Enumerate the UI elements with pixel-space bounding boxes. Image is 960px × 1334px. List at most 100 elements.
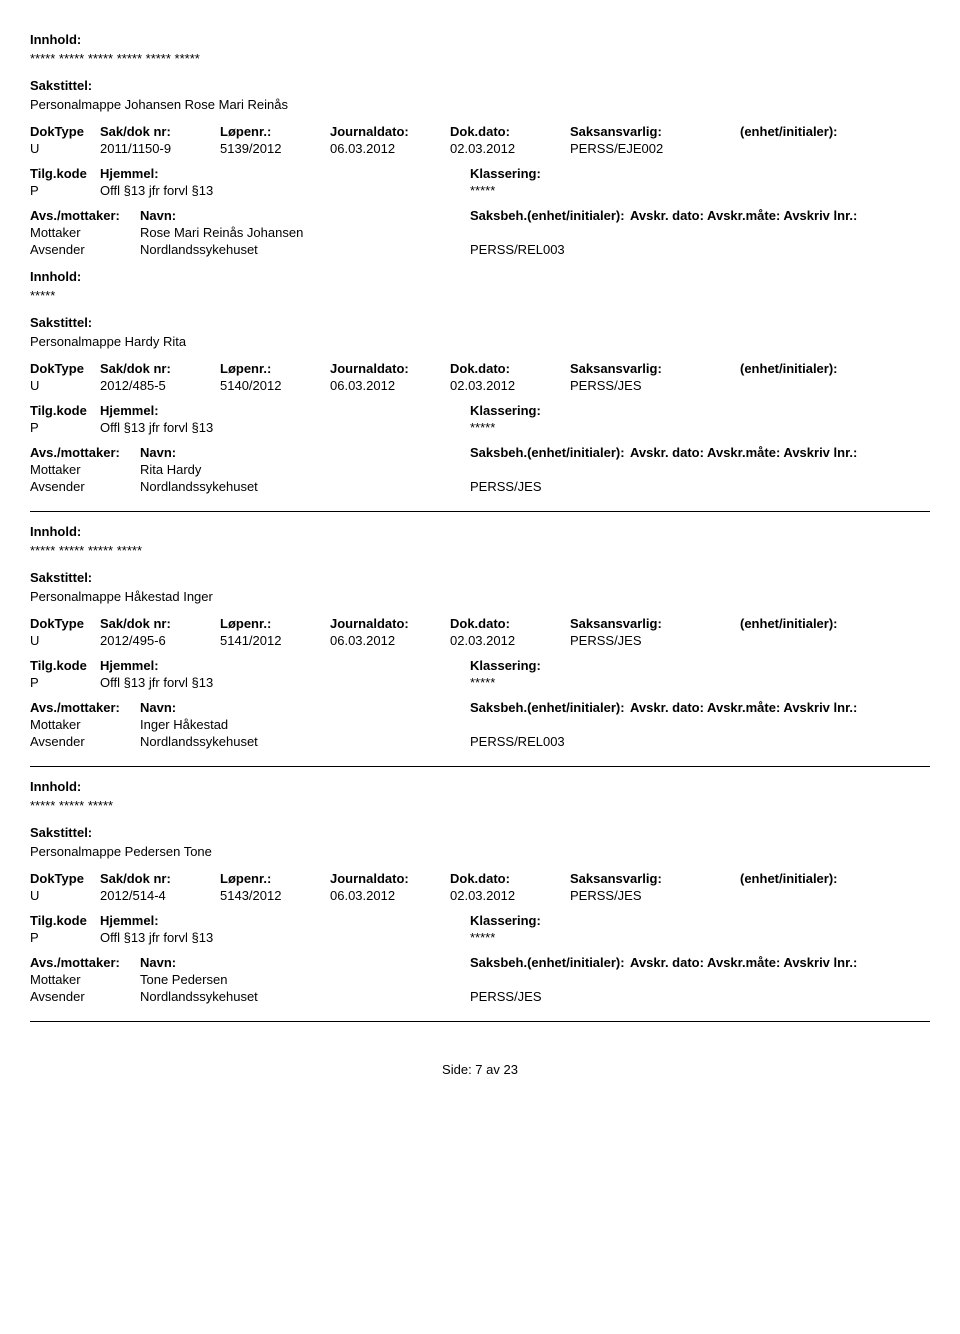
access-values-row: P Offl §13 jfr forvl §13 ***** <box>30 930 930 945</box>
sakstittel-text: Personalmappe Håkestad Inger <box>30 589 930 604</box>
party-headers-row: Avs./mottaker: Navn: Saksbeh.(enhet/init… <box>30 208 930 223</box>
saksansvarlig-value: PERSS/EJE002 <box>570 141 740 156</box>
innhold-text: ***** ***** ***** <box>30 798 930 813</box>
avskr-header: Avskr. dato: Avskr.måte: Avskriv lnr.: <box>630 208 930 223</box>
innhold-label: Innhold: <box>30 779 930 794</box>
hjemmel-header: Hjemmel: <box>100 658 470 673</box>
tilgkode-value: P <box>30 675 100 690</box>
journaldato-value: 06.03.2012 <box>330 633 450 648</box>
avsender-saksbeh: PERSS/JES <box>470 479 630 494</box>
innhold-text: ***** <box>30 288 930 303</box>
sakstittel-text: Personalmappe Pedersen Tone <box>30 844 930 859</box>
mottaker-role: Mottaker <box>30 972 140 987</box>
enhet-header: (enhet/initialer): <box>740 124 900 139</box>
journaldato-value: 06.03.2012 <box>330 378 450 393</box>
avsender-role: Avsender <box>30 734 140 749</box>
access-headers-row: Tilg.kode Hjemmel: Klassering: <box>30 658 930 673</box>
entries-container: Innhold: ***** ***** ***** ***** ***** *… <box>30 32 930 1022</box>
mottaker-name: Inger Håkestad <box>140 717 470 732</box>
mottaker-row: Mottaker Inger Håkestad <box>30 717 930 732</box>
navn-header: Navn: <box>140 955 470 970</box>
doktype-value: U <box>30 633 100 648</box>
access-values-row: P Offl §13 jfr forvl §13 ***** <box>30 675 930 690</box>
journal-entry: Innhold: ***** ***** ***** Sakstittel: P… <box>30 779 930 1022</box>
journaldato-header: Journaldato: <box>330 871 450 886</box>
access-headers-row: Tilg.kode Hjemmel: Klassering: <box>30 403 930 418</box>
journaldato-header: Journaldato: <box>330 616 450 631</box>
tilgkode-value: P <box>30 930 100 945</box>
sakstittel-label: Sakstittel: <box>30 570 930 585</box>
avsender-saksbeh: PERSS/REL003 <box>470 734 630 749</box>
journaldato-header: Journaldato: <box>330 124 450 139</box>
dokdato-header: Dok.dato: <box>450 124 570 139</box>
case-headers-row: DokType Sak/dok nr: Løpenr.: Journaldato… <box>30 616 930 631</box>
sakstittel-label: Sakstittel: <box>30 825 930 840</box>
dokdato-header: Dok.dato: <box>450 871 570 886</box>
avsender-saksbeh: PERSS/JES <box>470 989 630 1004</box>
mottaker-role: Mottaker <box>30 462 140 477</box>
doktype-value: U <box>30 141 100 156</box>
page-footer: Side: 7 av 23 <box>30 1062 930 1077</box>
hjemmel-header: Hjemmel: <box>100 913 470 928</box>
avsender-role: Avsender <box>30 479 140 494</box>
hjemmel-value: Offl §13 jfr forvl §13 <box>100 930 470 945</box>
avsender-name: Nordlandssykehuset <box>140 989 470 1004</box>
case-values-row: U 2011/1150-9 5139/2012 06.03.2012 02.03… <box>30 141 930 156</box>
saksbeh-header: Saksbeh.(enhet/initialer): <box>470 208 630 223</box>
innhold-text: ***** ***** ***** ***** ***** ***** <box>30 51 930 66</box>
mottaker-role: Mottaker <box>30 225 140 240</box>
lopenr-value: 5141/2012 <box>220 633 330 648</box>
dokdato-value: 02.03.2012 <box>450 633 570 648</box>
journal-entry: Innhold: ***** Sakstittel: Personalmappe… <box>30 269 930 512</box>
avsender-row: Avsender Nordlandssykehuset PERSS/REL003 <box>30 242 930 257</box>
lopenr-header: Løpenr.: <box>220 124 330 139</box>
lopenr-header: Løpenr.: <box>220 871 330 886</box>
innhold-text: ***** ***** ***** ***** <box>30 543 930 558</box>
case-headers-row: DokType Sak/dok nr: Løpenr.: Journaldato… <box>30 871 930 886</box>
mottaker-name: Tone Pedersen <box>140 972 470 987</box>
avsender-name: Nordlandssykehuset <box>140 734 470 749</box>
sakstittel-text: Personalmappe Hardy Rita <box>30 334 930 349</box>
mottaker-name: Rose Mari Reinås Johansen <box>140 225 470 240</box>
klassering-value: ***** <box>470 930 670 945</box>
access-headers-row: Tilg.kode Hjemmel: Klassering: <box>30 913 930 928</box>
dokdato-header: Dok.dato: <box>450 361 570 376</box>
saksbeh-header: Saksbeh.(enhet/initialer): <box>470 445 630 460</box>
sakdok-value: 2012/485-5 <box>100 378 220 393</box>
journal-entry: Innhold: ***** ***** ***** ***** Sakstit… <box>30 524 930 767</box>
dokdato-value: 02.03.2012 <box>450 888 570 903</box>
avsender-name: Nordlandssykehuset <box>140 242 470 257</box>
mottaker-role: Mottaker <box>30 717 140 732</box>
doktype-header: DokType <box>30 361 100 376</box>
mottaker-row: Mottaker Tone Pedersen <box>30 972 930 987</box>
doktype-header: DokType <box>30 871 100 886</box>
case-headers-row: DokType Sak/dok nr: Løpenr.: Journaldato… <box>30 124 930 139</box>
dokdato-value: 02.03.2012 <box>450 378 570 393</box>
case-values-row: U 2012/485-5 5140/2012 06.03.2012 02.03.… <box>30 378 930 393</box>
hjemmel-header: Hjemmel: <box>100 403 470 418</box>
case-values-row: U 2012/514-4 5143/2012 06.03.2012 02.03.… <box>30 888 930 903</box>
avsender-row: Avsender Nordlandssykehuset PERSS/REL003 <box>30 734 930 749</box>
saksansvarlig-header: Saksansvarlig: <box>570 871 740 886</box>
tilgkode-value: P <box>30 183 100 198</box>
sakdok-header: Sak/dok nr: <box>100 124 220 139</box>
journaldato-header: Journaldato: <box>330 361 450 376</box>
party-headers-row: Avs./mottaker: Navn: Saksbeh.(enhet/init… <box>30 445 930 460</box>
avsender-role: Avsender <box>30 242 140 257</box>
case-headers-row: DokType Sak/dok nr: Løpenr.: Journaldato… <box>30 361 930 376</box>
doktype-value: U <box>30 888 100 903</box>
avsmottaker-header: Avs./mottaker: <box>30 445 140 460</box>
enhet-header: (enhet/initialer): <box>740 871 900 886</box>
klassering-value: ***** <box>470 420 670 435</box>
doktype-header: DokType <box>30 616 100 631</box>
mottaker-row: Mottaker Rose Mari Reinås Johansen <box>30 225 930 240</box>
innhold-label: Innhold: <box>30 269 930 284</box>
sakstittel-label: Sakstittel: <box>30 315 930 330</box>
saksansvarlig-value: PERSS/JES <box>570 633 740 648</box>
lopenr-header: Løpenr.: <box>220 616 330 631</box>
saksansvarlig-value: PERSS/JES <box>570 378 740 393</box>
case-values-row: U 2012/495-6 5141/2012 06.03.2012 02.03.… <box>30 633 930 648</box>
journaldato-value: 06.03.2012 <box>330 141 450 156</box>
doktype-header: DokType <box>30 124 100 139</box>
avsender-row: Avsender Nordlandssykehuset PERSS/JES <box>30 479 930 494</box>
